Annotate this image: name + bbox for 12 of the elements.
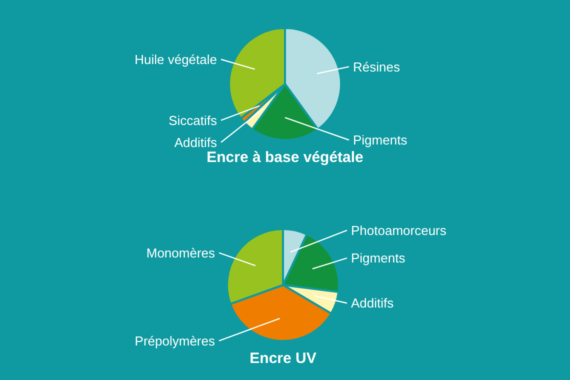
slice-label: Pigments	[353, 132, 408, 148]
slice-label: Siccatifs	[168, 112, 218, 128]
slice-label: Additifs	[174, 134, 218, 150]
slice-label: Huile végétale	[134, 52, 217, 67]
slice-label: Monomères	[146, 245, 216, 260]
slice-label: Additifs	[351, 296, 394, 311]
slice-label: Pigments	[351, 250, 406, 266]
text: Encre UV	[250, 350, 316, 367]
slice-label: Résines	[353, 59, 400, 74]
text: Encre à base végétale	[206, 149, 364, 166]
slice-label: Prépolymères	[134, 333, 216, 348]
slice-label: Photoamorceurs	[351, 222, 447, 238]
